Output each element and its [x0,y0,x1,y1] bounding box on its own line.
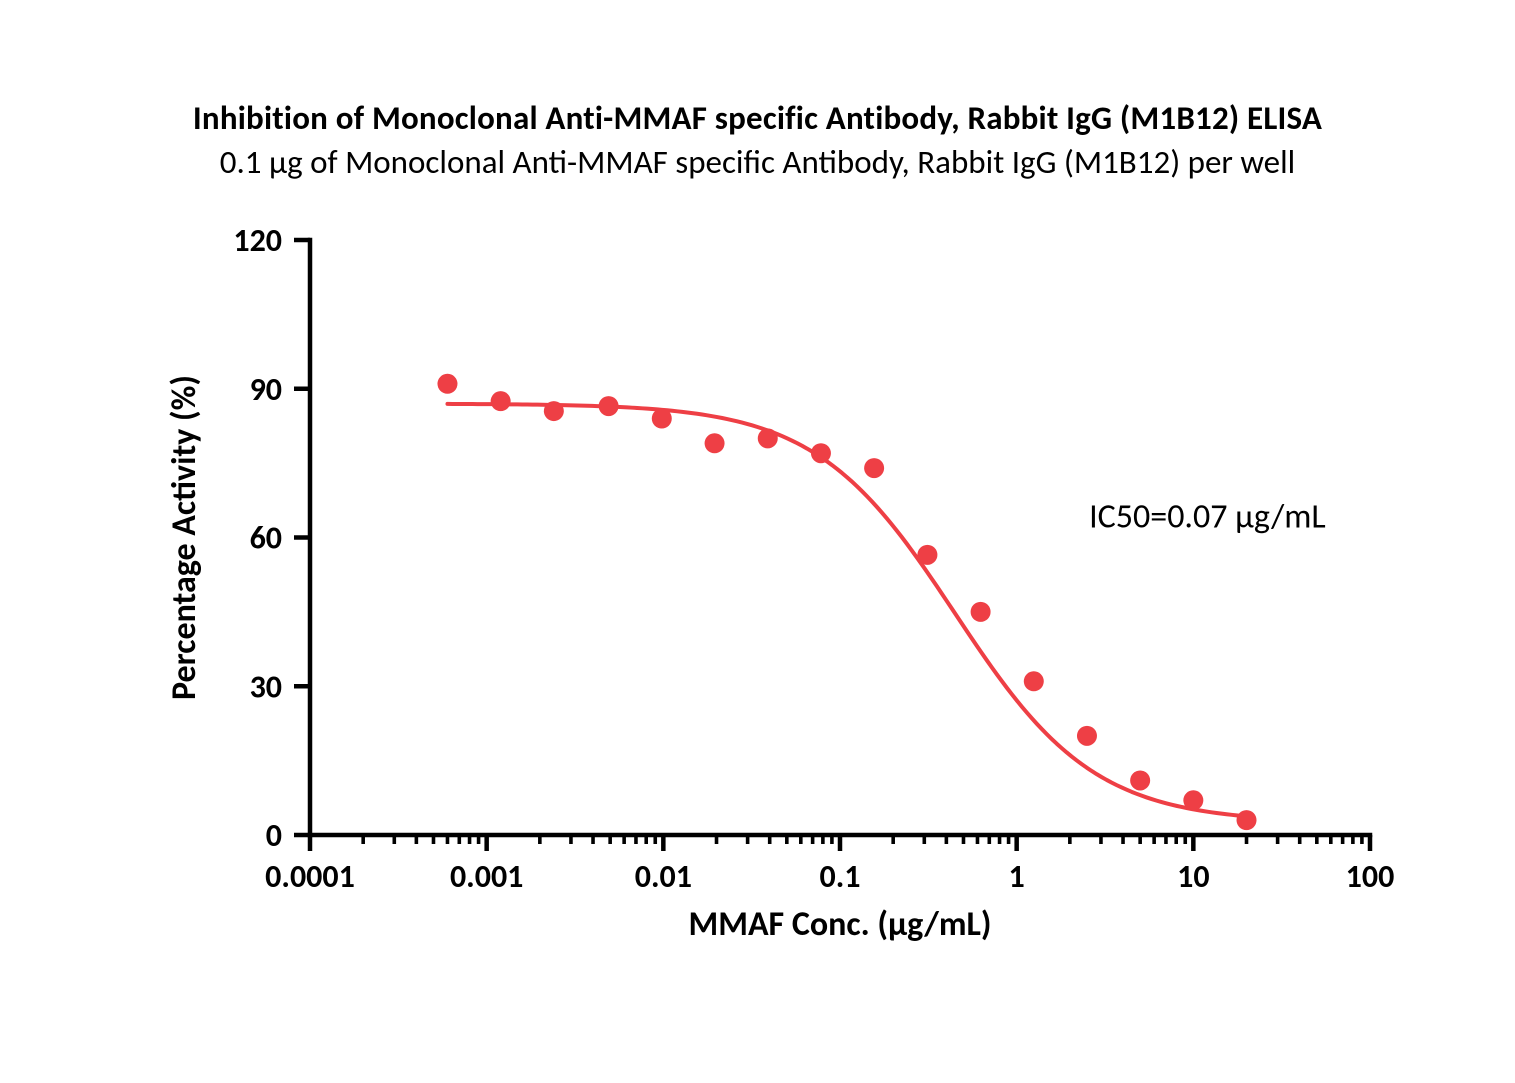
chart-svg: 0 30 60 90 120 0.0001 0.001 0.01 0.1 1 10 100 MMAF C… [100,200,1420,1000]
chart-title-block: Inhibition of Monoclonal Anti-MMAF speci… [0,98,1515,182]
x-tick-label: 10 [1177,857,1209,896]
data-point [917,545,937,565]
data-point [811,443,831,463]
y-tick-label: 120 [233,221,282,260]
chart: 0 30 60 90 120 0.0001 0.001 0.01 0.1 1 10 100 MMAF C… [100,200,1420,1005]
data-point [971,602,991,622]
x-tick-label: 0.01 [635,857,692,896]
x-axis-label: MMAF Conc. (μg/mL) [689,904,992,945]
ic50-annotation: IC50=0.07 μg/mL [1089,497,1326,538]
data-point [652,409,672,429]
y-tick-label: 30 [250,667,282,706]
data-point [491,391,511,411]
y-tick-label: 0 [266,816,282,855]
y-tick-label: 60 [250,519,282,558]
data-point [599,396,619,416]
fit-curve [447,404,1246,816]
data-point [1183,790,1203,810]
y-tick-label: 90 [250,370,282,409]
x-tick-label: 1 [1009,857,1025,896]
data-point [1130,770,1150,790]
data-point [1024,671,1044,691]
chart-subtitle: 0.1 μg of Monoclonal Anti-MMAF specific … [0,142,1515,182]
x-tick-label: 0.001 [450,857,523,896]
chart-title: Inhibition of Monoclonal Anti-MMAF speci… [0,98,1515,138]
y-axis-label: Percentage Activity (%) [164,375,205,700]
data-point [758,428,778,448]
data-point [1077,726,1097,746]
data-point [705,433,725,453]
x-tick-label: 0.0001 [265,857,355,896]
data-point [544,401,564,421]
x-tick-label: 100 [1346,857,1395,896]
data-point [1237,810,1257,830]
x-tick-label: 0.1 [820,857,861,896]
data-point [437,374,457,394]
data-point [864,458,884,478]
